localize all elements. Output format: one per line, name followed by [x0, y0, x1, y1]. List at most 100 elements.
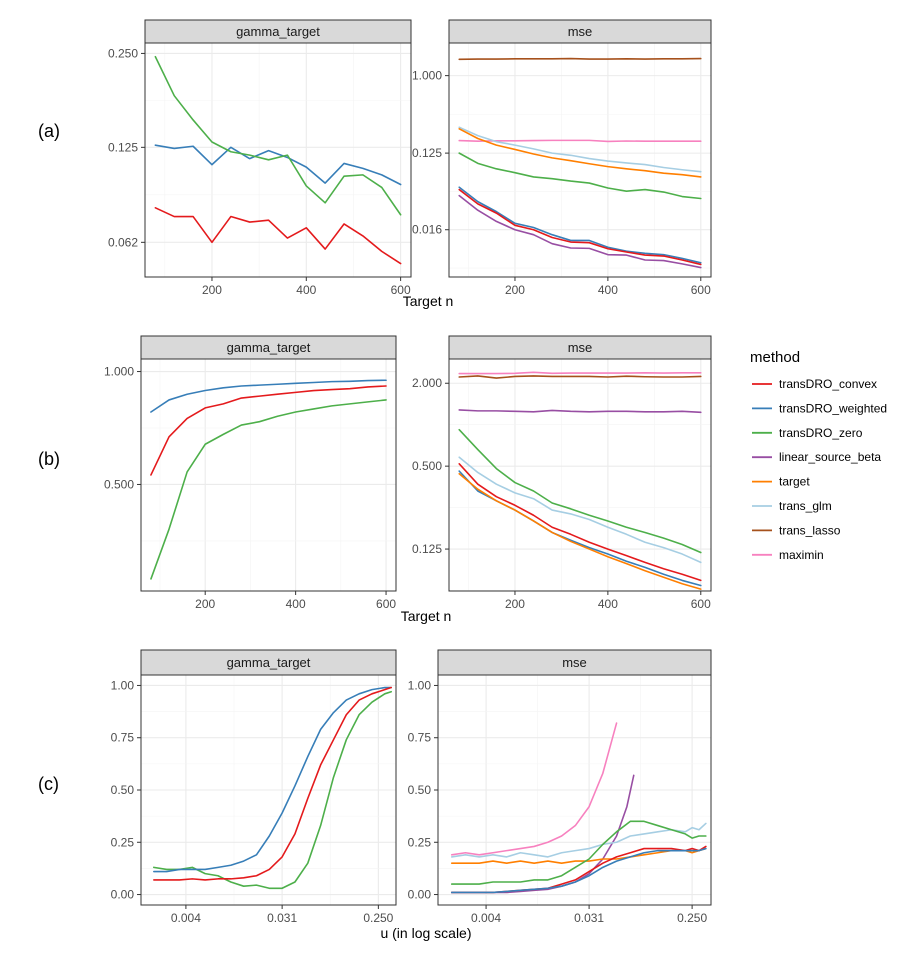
facet-strip-label: gamma_target — [227, 340, 311, 355]
x-tick-label: 0.004 — [171, 911, 201, 925]
legend-title: method — [750, 349, 800, 366]
series-line-transDRO_weighted — [153, 686, 392, 873]
x-tick-label: 400 — [598, 283, 618, 297]
legend-item: transDRO_zero — [752, 426, 863, 440]
y-tick-label: 0.500 — [412, 459, 442, 473]
series-line-transDRO_zero — [458, 152, 702, 200]
series-line-trans_glm — [450, 822, 707, 858]
series-line-transDRO_convex — [458, 188, 702, 266]
y-tick-label: 1.000 — [104, 365, 134, 379]
y-tick-label: 0.062 — [108, 235, 138, 249]
legend-item: linear_source_beta — [752, 450, 881, 464]
x-tick-label: 200 — [505, 283, 525, 297]
series-line-target — [458, 472, 702, 590]
panel-5-gamma_target: gamma_target 0.00 0.25 0.50 0.75 1.00 0.004 0.0… — [111, 649, 397, 925]
legend-item: transDRO_convex — [752, 377, 877, 391]
series-line-trans_lasso — [458, 57, 702, 61]
panel-background — [449, 43, 711, 277]
y-tick-label: 0.75 — [111, 731, 135, 745]
legend-item: target — [752, 475, 810, 489]
panel-2-mse: mse 0.016 0.125 1.000 200 400 600 — [412, 19, 712, 297]
x-tick-label: 600 — [691, 283, 711, 297]
x-tick-label: 200 — [505, 597, 525, 611]
panel-3-gamma_target: gamma_target 0.500 1.000 200 400 600 — [104, 335, 397, 611]
facet-strip-label: mse — [562, 655, 587, 670]
legend-item: trans_glm — [752, 499, 832, 513]
y-tick-label: 0.25 — [408, 835, 432, 849]
legend-label: transDRO_zero — [779, 426, 863, 440]
x-axis-title: Target n — [401, 608, 452, 624]
y-tick-label: 1.00 — [408, 678, 432, 692]
series-line-trans_glm — [458, 456, 702, 564]
x-tick-label: 600 — [391, 283, 411, 297]
series-line-transDRO_convex — [458, 463, 702, 582]
series-line-target — [458, 128, 702, 178]
x-axis-title: Target n — [403, 293, 454, 309]
x-axis-title: u (in log scale) — [380, 925, 471, 941]
series-line-transDRO_zero — [150, 399, 387, 580]
facet-strip — [437, 649, 712, 676]
series-line-transDRO_weighted — [154, 144, 402, 186]
legend-label: target — [779, 475, 810, 489]
series-line-transDRO_zero — [154, 55, 402, 216]
x-tick-label: 0.250 — [363, 911, 393, 925]
series-line-transDRO_zero — [458, 428, 702, 554]
facet-strip-label: mse — [568, 24, 593, 39]
facet-strip-label: gamma_target — [236, 24, 320, 39]
y-tick-label: 0.016 — [412, 223, 442, 237]
row-label: (b) — [38, 449, 60, 469]
series-line-trans_glm — [458, 126, 702, 173]
facet-strip — [448, 335, 712, 360]
y-tick-label: 0.50 — [408, 783, 432, 797]
x-tick-label: 600 — [691, 597, 711, 611]
y-tick-label: 0.50 — [111, 783, 135, 797]
series-line-maximin — [458, 371, 702, 375]
x-tick-label: 400 — [286, 597, 306, 611]
legend-item: trans_lasso — [752, 523, 841, 537]
legend-label: transDRO_convex — [779, 377, 877, 391]
y-tick-label: 2.000 — [412, 376, 442, 390]
y-tick-label: 0.500 — [104, 477, 134, 491]
x-tick-label: 0.004 — [471, 911, 501, 925]
x-tick-label: 0.031 — [267, 911, 297, 925]
y-tick-label: 0.75 — [408, 731, 432, 745]
row-label: (c) — [38, 774, 59, 794]
series-line-transDRO_zero — [153, 690, 392, 890]
series-line-linear_source_beta — [458, 194, 702, 269]
x-tick-label: 400 — [598, 597, 618, 611]
x-tick-label: 200 — [195, 597, 215, 611]
x-tick-label: 0.250 — [677, 911, 707, 925]
legend-label: transDRO_weighted — [779, 401, 887, 415]
panel-4-mse: mse 0.125 0.500 2.000 200 400 600 — [412, 335, 712, 611]
y-tick-label: 0.00 — [111, 888, 135, 902]
y-tick-label: 0.125 — [412, 542, 442, 556]
y-tick-label: 1.000 — [412, 69, 442, 83]
series-line-transDRO_convex — [154, 206, 402, 265]
facet-strip — [144, 19, 412, 44]
panel-background — [449, 359, 711, 591]
legend-item: transDRO_weighted — [752, 401, 887, 415]
series-line-transDRO_convex — [150, 385, 387, 476]
series-line-transDRO_weighted — [150, 379, 387, 413]
series-line-maximin — [450, 722, 618, 856]
series-line-trans_lasso — [458, 375, 702, 379]
panel-background — [141, 359, 396, 591]
x-tick-label: 600 — [376, 597, 396, 611]
y-tick-label: 0.25 — [111, 835, 135, 849]
panel-6-mse: mse 0.00 0.25 0.50 0.75 1.00 0.004 0.031 0.250 — [408, 649, 712, 925]
y-tick-label: 0.00 — [408, 888, 432, 902]
legend: method transDRO_convex transDRO_weightedtr… — [750, 349, 887, 562]
y-tick-label: 0.250 — [108, 46, 138, 60]
facet-strip — [140, 649, 397, 676]
x-tick-label: 200 — [202, 283, 222, 297]
legend-label: trans_glm — [779, 499, 832, 513]
y-tick-label: 1.00 — [111, 678, 135, 692]
panel-1-gamma_target: gamma_target 0.062 0.125 0.250 200 400 600 — [108, 19, 412, 297]
legend-label: maximin — [779, 548, 824, 562]
facet-strip-label: mse — [568, 340, 593, 355]
legend-label: linear_source_beta — [779, 450, 881, 464]
x-tick-label: 0.031 — [574, 911, 604, 925]
facet-strip-label: gamma_target — [227, 655, 311, 670]
legend-label: trans_lasso — [779, 523, 841, 537]
